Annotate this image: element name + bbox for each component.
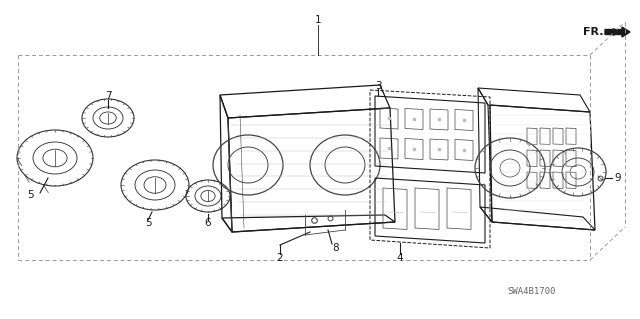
Text: 5: 5 <box>27 190 33 200</box>
Text: 8: 8 <box>333 243 339 253</box>
Text: 4: 4 <box>397 253 403 263</box>
Text: 2: 2 <box>276 253 284 263</box>
Text: 5: 5 <box>145 218 151 228</box>
Text: 7: 7 <box>105 91 111 101</box>
Text: FR.: FR. <box>583 27 604 37</box>
Text: 6: 6 <box>205 218 211 228</box>
Text: 3: 3 <box>374 81 381 91</box>
Text: 1: 1 <box>315 15 321 25</box>
Text: SWA4B1700: SWA4B1700 <box>507 287 556 296</box>
Text: 9: 9 <box>614 173 621 183</box>
FancyArrow shape <box>605 27 630 37</box>
